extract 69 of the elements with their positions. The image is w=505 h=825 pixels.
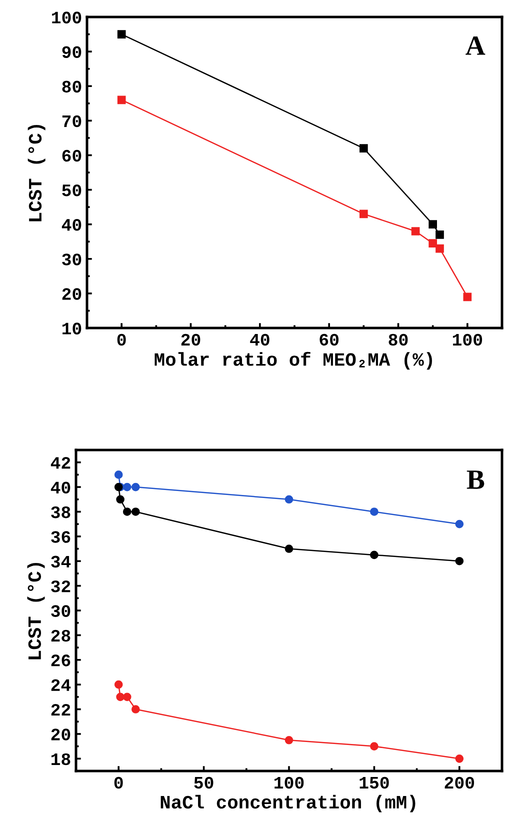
y-tick-label: 32 — [51, 580, 70, 592]
annotation: A — [466, 36, 486, 55]
point — [284, 736, 294, 744]
y-tick-label: 40 — [62, 219, 82, 231]
point — [360, 210, 368, 218]
y-tick-label: 38 — [51, 506, 70, 518]
point — [370, 550, 378, 560]
y-tick-label: 30 — [62, 254, 82, 266]
point — [117, 30, 126, 38]
x-tick-label: 20 — [181, 334, 200, 346]
y-tick-label: 22 — [51, 704, 70, 716]
x-tick-label: 150 — [360, 776, 389, 789]
point — [114, 680, 123, 689]
point — [455, 556, 464, 566]
y-tick-label: 80 — [62, 80, 82, 93]
x-tick-label: 80 — [388, 334, 408, 346]
point — [370, 742, 378, 750]
y-tick-label: 90 — [62, 46, 82, 58]
point — [455, 754, 464, 763]
x-tick-label: 50 — [194, 776, 214, 789]
y-axis-title: LCST (°C) — [28, 125, 46, 222]
point — [116, 495, 124, 504]
point — [463, 292, 472, 302]
y-tick-label: 100 — [52, 12, 82, 24]
point — [114, 470, 123, 479]
point — [131, 705, 140, 714]
point — [117, 96, 126, 104]
point — [360, 144, 368, 152]
point — [428, 220, 437, 228]
y-tick-label: 10 — [62, 322, 82, 334]
y-tick-label: 18 — [51, 753, 70, 766]
y-tick-label: 36 — [51, 531, 70, 543]
point — [436, 244, 444, 253]
point — [122, 692, 132, 702]
y-tick-label: 20 — [51, 728, 70, 740]
y-tick-label: 28 — [51, 630, 70, 642]
y-tick-label: 26 — [51, 654, 70, 666]
point — [122, 482, 132, 492]
y-tick-label: 24 — [51, 679, 71, 691]
x-tick-label: 60 — [320, 334, 338, 346]
point — [411, 227, 420, 236]
point — [131, 482, 140, 492]
y-tick-label: 50 — [62, 184, 82, 196]
point — [284, 544, 294, 553]
y-tick-label: 40 — [50, 482, 70, 494]
annotation: B — [466, 470, 484, 489]
y-tick-label: 42 — [50, 457, 70, 469]
point — [131, 508, 140, 516]
y-axis-title: LCST (°C) — [27, 563, 45, 660]
point — [428, 239, 437, 248]
point — [284, 495, 294, 504]
point — [122, 508, 132, 516]
point — [370, 508, 378, 516]
x-tick-label: 0 — [114, 776, 123, 789]
point — [436, 230, 444, 239]
point — [455, 520, 464, 528]
x-tick-label: 100 — [274, 776, 304, 789]
y-tick-label: 34 — [51, 556, 71, 568]
y-tick-label: 30 — [51, 605, 70, 617]
y-tick-label: 70 — [62, 115, 82, 128]
x-axis-title: NaCl concentration (mM) — [160, 794, 416, 812]
x-tick-label: 100 — [452, 334, 482, 346]
y-tick-label: 60 — [62, 150, 82, 162]
x-axis-title: Molar ratio of MEO₂MA (%) — [154, 352, 432, 370]
x-tick-label: 200 — [444, 776, 474, 789]
point — [116, 692, 124, 702]
x-tick-label: 0 — [117, 334, 126, 346]
x-tick-label: 40 — [250, 334, 270, 346]
y-tick-label: 20 — [62, 288, 82, 300]
